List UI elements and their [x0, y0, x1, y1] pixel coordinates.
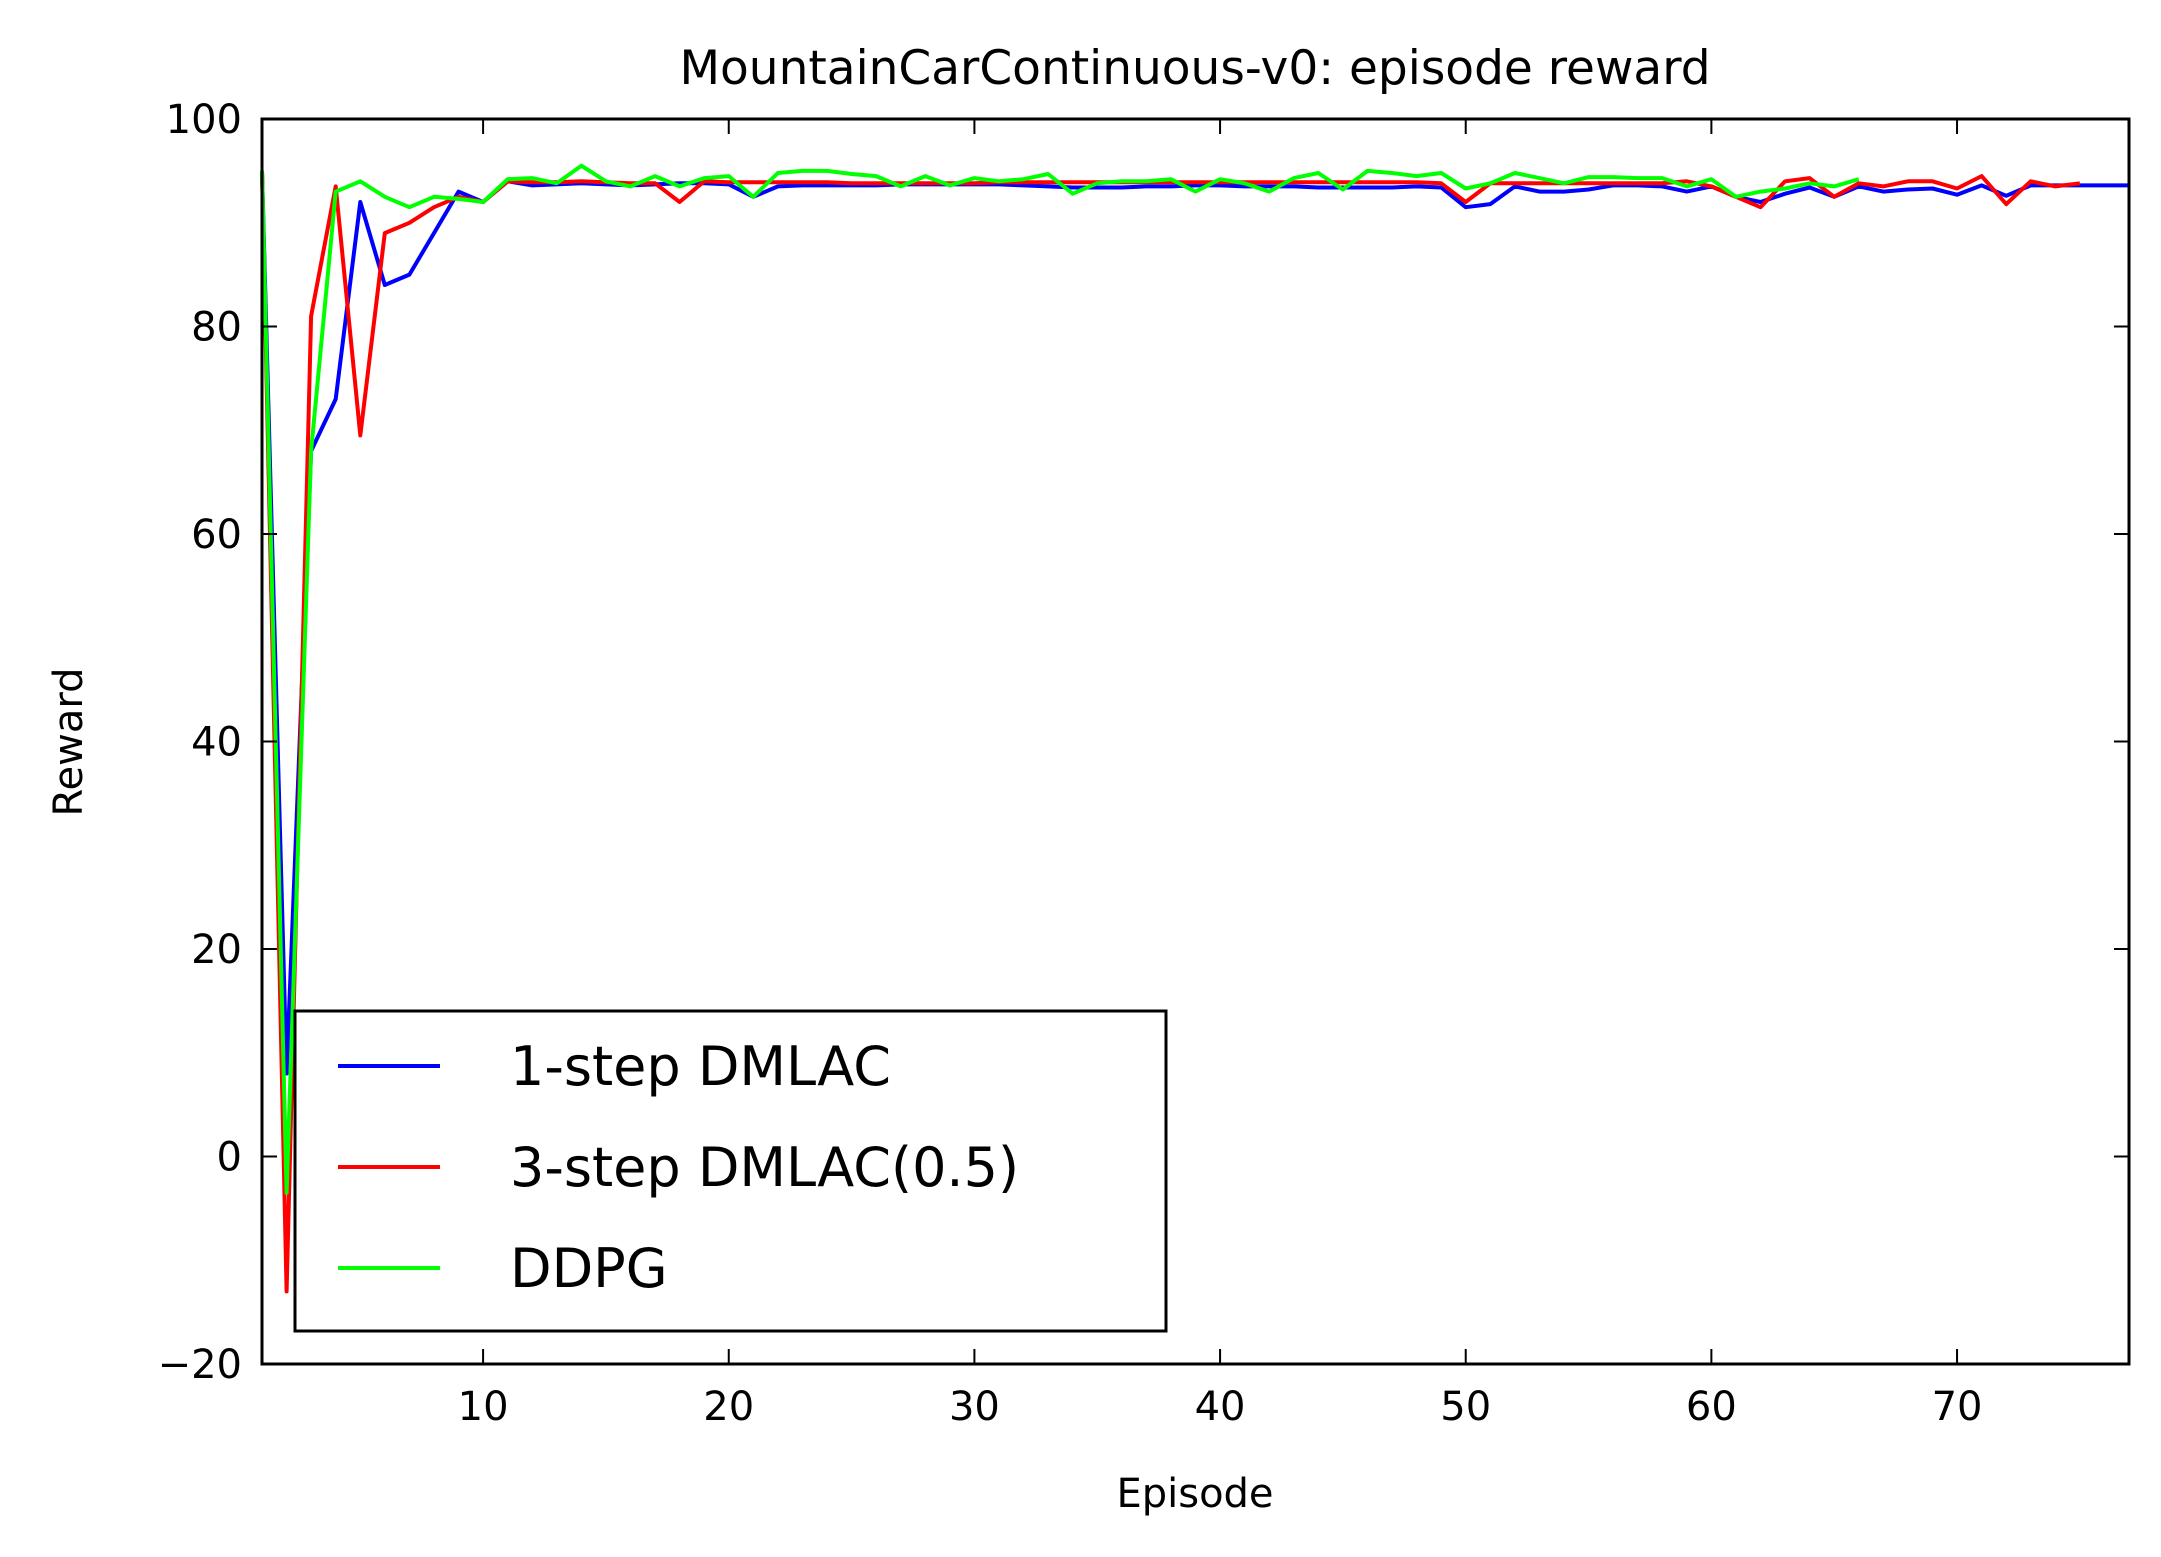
x-tick-label: 10	[458, 1384, 509, 1430]
y-tick-label: −20	[158, 1342, 242, 1388]
x-tick-label: 20	[703, 1384, 754, 1430]
y-tick-label: 0	[217, 1135, 242, 1181]
ticks-layer: 10 20 30 40 50 60 70 −20 0 20 40 60 80 100	[158, 97, 2129, 1430]
y-tick-label: 20	[191, 927, 242, 973]
y-tick-label: 80	[191, 305, 242, 351]
series-layer	[260, 163, 2129, 1294]
y-tick-label: 60	[191, 512, 242, 558]
x-tick-label: 40	[1195, 1384, 1246, 1430]
y-axis-label: Reward	[46, 668, 92, 817]
y-tick-label: 100	[166, 97, 242, 143]
x-tick-label: 30	[949, 1384, 1000, 1430]
y-tick-label: 40	[191, 720, 242, 766]
series-line-0	[260, 170, 2129, 1076]
legend-label-3-step-dmlac: 3-step DMLAC(0.5)	[510, 1136, 1019, 1199]
legend: 1-step DMLAC 3-step DMLAC(0.5) DDPG	[293, 1009, 1168, 1333]
legend-box	[293, 1009, 1168, 1333]
x-tick-label: 50	[1440, 1384, 1491, 1430]
chart-title: MountainCarContinuous-v0: episode reward	[679, 41, 1710, 96]
x-tick-label: 70	[1932, 1384, 1983, 1430]
legend-label-ddpg: DDPG	[510, 1237, 668, 1300]
legend-label-1-step-dmlac: 1-step DMLAC	[510, 1035, 891, 1098]
x-axis-label: Episode	[1116, 1471, 1273, 1517]
x-tick-label: 60	[1686, 1384, 1737, 1430]
series-line-2	[260, 163, 1860, 1195]
